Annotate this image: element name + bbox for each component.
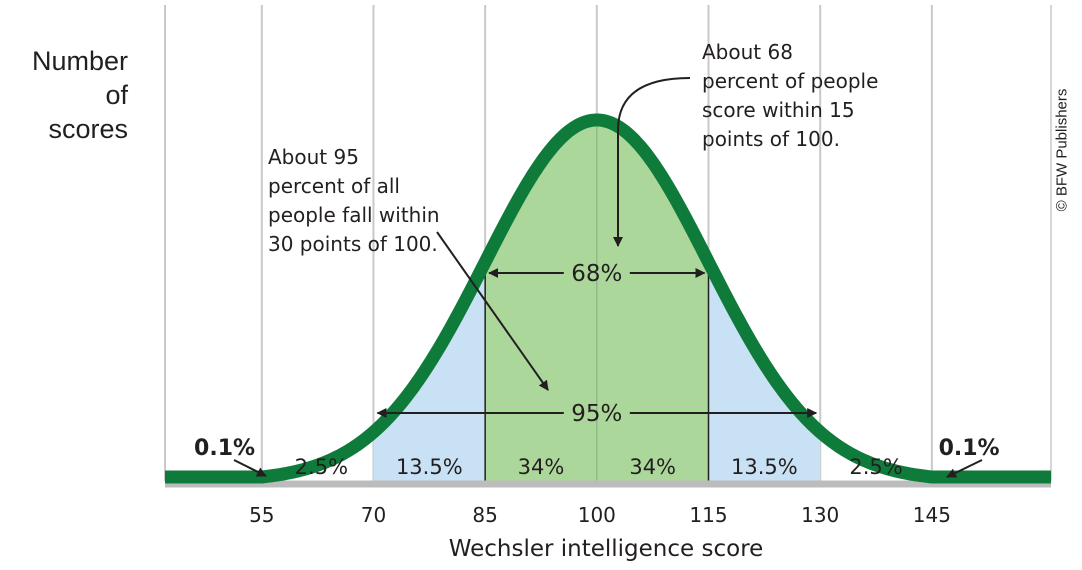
y-axis-label-line: Number of: [31, 46, 128, 110]
y-axis-label-line: scores: [48, 114, 128, 144]
region-percent-label: 13.5%: [731, 455, 798, 479]
region-percent-label: 34%: [629, 455, 676, 479]
credit-line: © BFW Publishers: [1053, 88, 1071, 212]
annotation-line: points of 100.: [702, 127, 840, 151]
curve-line: [160, 113, 1056, 484]
annotation-68-percent: About 68 percent of people score within …: [702, 38, 878, 154]
annotation-line: 30 points of 100.: [268, 232, 438, 256]
x-axis-label: Wechsler intelligence score: [448, 536, 764, 562]
region-percent-label: 13.5%: [396, 455, 463, 479]
annotation-95-percent: About 95 percent of all people fall with…: [268, 143, 440, 259]
annotation-line: people fall within: [268, 203, 440, 227]
tail-percent-label: 0.1%: [194, 436, 255, 461]
annotation-line: percent of people: [702, 69, 879, 93]
range-arrows: 68% 95%: [376, 261, 818, 427]
region-labels: 0.1% 2.5% 13.5% 34% 34% 13.5% 2.5% 0.1%: [194, 436, 1000, 479]
pointer-arrow-95: [436, 231, 549, 391]
x-tick-label: 130: [801, 503, 839, 527]
normal-curve: [160, 113, 1056, 484]
annotation-line: About 95: [268, 145, 359, 169]
band-dividers: [484, 126, 710, 481]
region-percent-label: 2.5%: [849, 455, 902, 479]
range-label: 68%: [571, 261, 622, 287]
tail-percent-label: 0.1%: [939, 436, 1000, 461]
region-percent-label: 34%: [518, 455, 565, 479]
pointer-arrow-68: [613, 77, 691, 247]
annotation-arrows: [233, 77, 983, 478]
annotation-line: percent of all: [268, 174, 400, 198]
x-tick-label: 85: [472, 503, 497, 527]
annotation-line: score within 15: [702, 98, 855, 122]
x-tick-label: 55: [249, 503, 274, 527]
tail-arrow-right: [946, 459, 983, 478]
x-tick-label: 100: [578, 503, 616, 527]
x-tick-labels: 55 70 85 100 115 130 145: [249, 503, 951, 527]
y-axis-label: Number of scores: [4, 44, 128, 146]
range-label: 95%: [571, 401, 622, 427]
tail-arrow-left: [233, 459, 267, 477]
x-tick-label: 145: [913, 503, 951, 527]
region-percent-label: 2.5%: [295, 455, 348, 479]
annotation-line: About 68: [702, 40, 793, 64]
x-tick-label: 115: [689, 503, 727, 527]
x-tick-label: 70: [361, 503, 386, 527]
